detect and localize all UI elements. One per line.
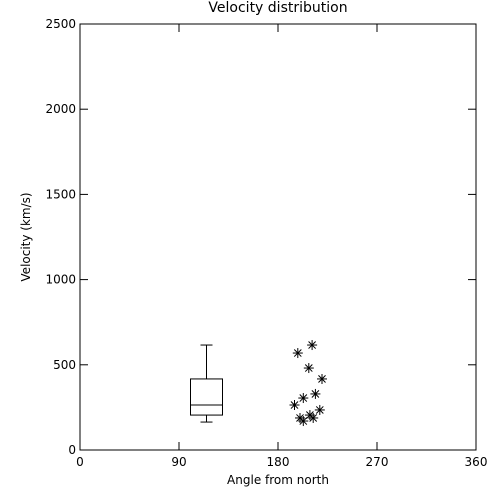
plot-frame: [79, 23, 477, 451]
x-tick-label: 90: [171, 455, 186, 469]
x-tick-label: 180: [267, 455, 290, 469]
x-tick-label: 270: [366, 455, 389, 469]
point: [292, 348, 303, 359]
x-tick-label: 360: [465, 455, 488, 469]
point: [317, 373, 327, 384]
y-tick-label: 2500: [45, 17, 76, 31]
y-tick-label: 0: [68, 443, 76, 457]
point: [303, 363, 314, 374]
point: [298, 393, 309, 404]
point: [295, 412, 305, 423]
y-tick-label: 500: [53, 358, 76, 372]
point: [289, 400, 300, 411]
point: [314, 404, 325, 415]
y-axis-label: Velocity (km/s): [19, 192, 33, 281]
y-tick-label: 1000: [45, 273, 76, 287]
chart-title: Velocity distribution: [208, 0, 347, 16]
box: [190, 378, 223, 416]
y-tick-label: 2000: [45, 102, 76, 116]
x-axis-label: Angle from north: [227, 473, 329, 487]
point: [307, 340, 318, 351]
point: [310, 388, 321, 399]
point: [304, 410, 315, 421]
x-tick-label: 0: [76, 455, 84, 469]
y-tick-label: 1500: [45, 187, 76, 201]
